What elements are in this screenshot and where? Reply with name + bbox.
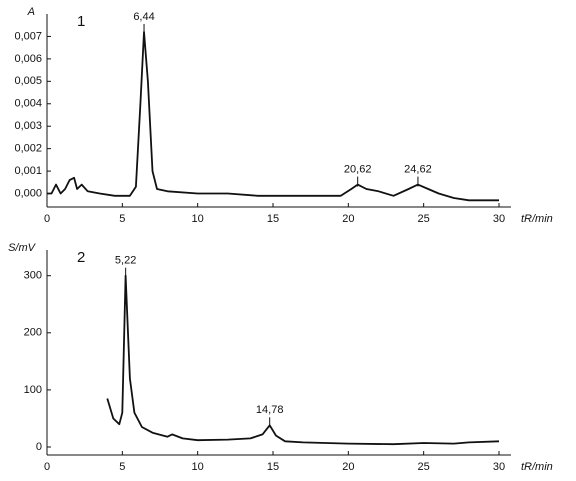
- peak-label: 14,78: [256, 404, 284, 416]
- x-axis-label: tR/min: [521, 461, 553, 473]
- y-tick-label: 0,007: [14, 30, 42, 42]
- trace: [106, 274, 500, 446]
- x-tick-label: 30: [493, 213, 505, 225]
- y-tick-label: 0,002: [14, 143, 42, 155]
- x-tick-label: 5: [119, 461, 125, 473]
- x-tick-label: 0: [44, 461, 50, 473]
- panel-number: 2: [77, 249, 85, 266]
- y-tick-label: 200: [24, 327, 42, 339]
- y-tick-label: 0,003: [14, 120, 42, 132]
- y-tick-label: 300: [24, 270, 42, 282]
- y-tick-label: 0,000: [14, 187, 42, 199]
- y-tick-label: 0,001: [14, 165, 42, 177]
- x-tick-label: 20: [342, 461, 354, 473]
- x-tick-label: 0: [44, 213, 50, 225]
- x-axis-label: tR/min: [521, 213, 553, 225]
- x-tick-label: 30: [493, 461, 505, 473]
- y-tick-label: 0,006: [14, 53, 42, 65]
- peak-label: 20,62: [344, 163, 372, 175]
- x-tick-label: 10: [192, 213, 204, 225]
- x-tick-label: 15: [267, 461, 279, 473]
- peak-label: 6,44: [133, 11, 154, 23]
- y-tick-label: 0,005: [14, 75, 42, 87]
- x-tick-label: 25: [418, 213, 430, 225]
- x-tick-label: 5: [119, 213, 125, 225]
- x-tick-label: 25: [418, 461, 430, 473]
- y-tick-label: 0,004: [14, 98, 42, 110]
- y-tick-label: 100: [24, 384, 42, 396]
- peak-label: 5,22: [115, 255, 136, 267]
- x-tick-label: 15: [267, 213, 279, 225]
- y-tick-label: 0: [36, 441, 42, 453]
- peak-label: 24,62: [404, 163, 432, 175]
- trace: [47, 31, 499, 202]
- x-tick-label: 10: [192, 461, 204, 473]
- y-axis-label: A: [27, 6, 35, 18]
- x-tick-label: 20: [342, 213, 354, 225]
- y-axis-label: S/mV: [8, 242, 37, 254]
- panel-number: 1: [77, 13, 85, 30]
